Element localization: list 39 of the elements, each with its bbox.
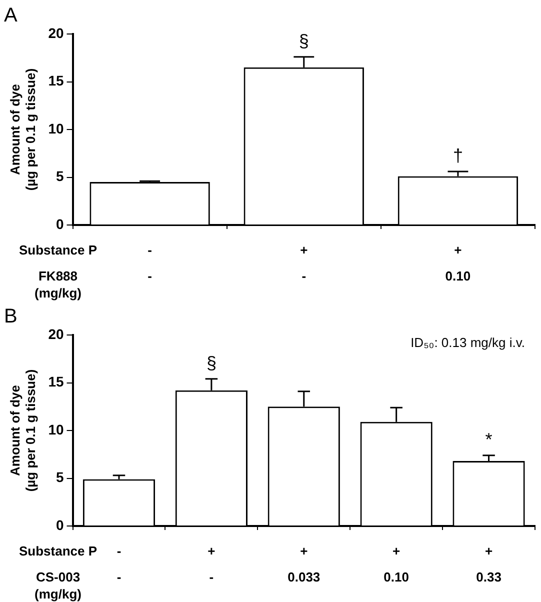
- text: +: [484, 544, 493, 559]
- text: Substance P: [18, 544, 98, 559]
- text: 0.10: [384, 570, 409, 585]
- text: +: [208, 544, 216, 559]
- y-tick-label: 0: [56, 216, 64, 232]
- text: -: [148, 242, 152, 258]
- text: Substance P: [18, 242, 98, 258]
- y-axis-title: Amount of dye (µg per 0.1 g tissue): [7, 68, 38, 191]
- data-label: *: [485, 429, 492, 450]
- text: 0.033: [288, 570, 320, 585]
- text: FK888 (mg/kg): [34, 268, 82, 301]
- text: -: [116, 544, 122, 559]
- text: -: [148, 268, 152, 284]
- y-tick-label: 0: [56, 516, 64, 533]
- text: 0.10: [445, 268, 471, 284]
- text: +: [300, 242, 308, 258]
- y-tick-label: 20: [48, 24, 64, 41]
- data-label: †: [452, 145, 463, 166]
- y-tick-label: 5: [56, 168, 64, 184]
- y-tick-label: 10: [48, 421, 64, 438]
- y-tick-label: 10: [48, 120, 64, 136]
- annotation: ID₅₀: 0.13 mg/kg i.v.: [410, 335, 525, 350]
- text: -: [209, 570, 214, 585]
- text: CS-003 (mg/kg): [34, 570, 82, 602]
- chart-title: A: [4, 4, 18, 27]
- text: -: [302, 268, 306, 284]
- text: +: [392, 544, 401, 559]
- y-tick-label: 5: [56, 469, 64, 486]
- y-axis-title: Amount of dye (µg per 0.1 g tissue): [7, 369, 38, 492]
- y-tick-label: 20: [48, 326, 64, 342]
- chart-title: B: [4, 306, 18, 328]
- text: 0.33: [476, 570, 502, 585]
- text: +: [454, 242, 462, 258]
- y-tick-label: 15: [48, 374, 64, 390]
- text: +: [300, 544, 308, 559]
- data-label: §: [206, 352, 216, 373]
- text: -: [116, 570, 122, 585]
- data-label: §: [298, 30, 309, 51]
- y-tick-label: 15: [48, 72, 64, 89]
